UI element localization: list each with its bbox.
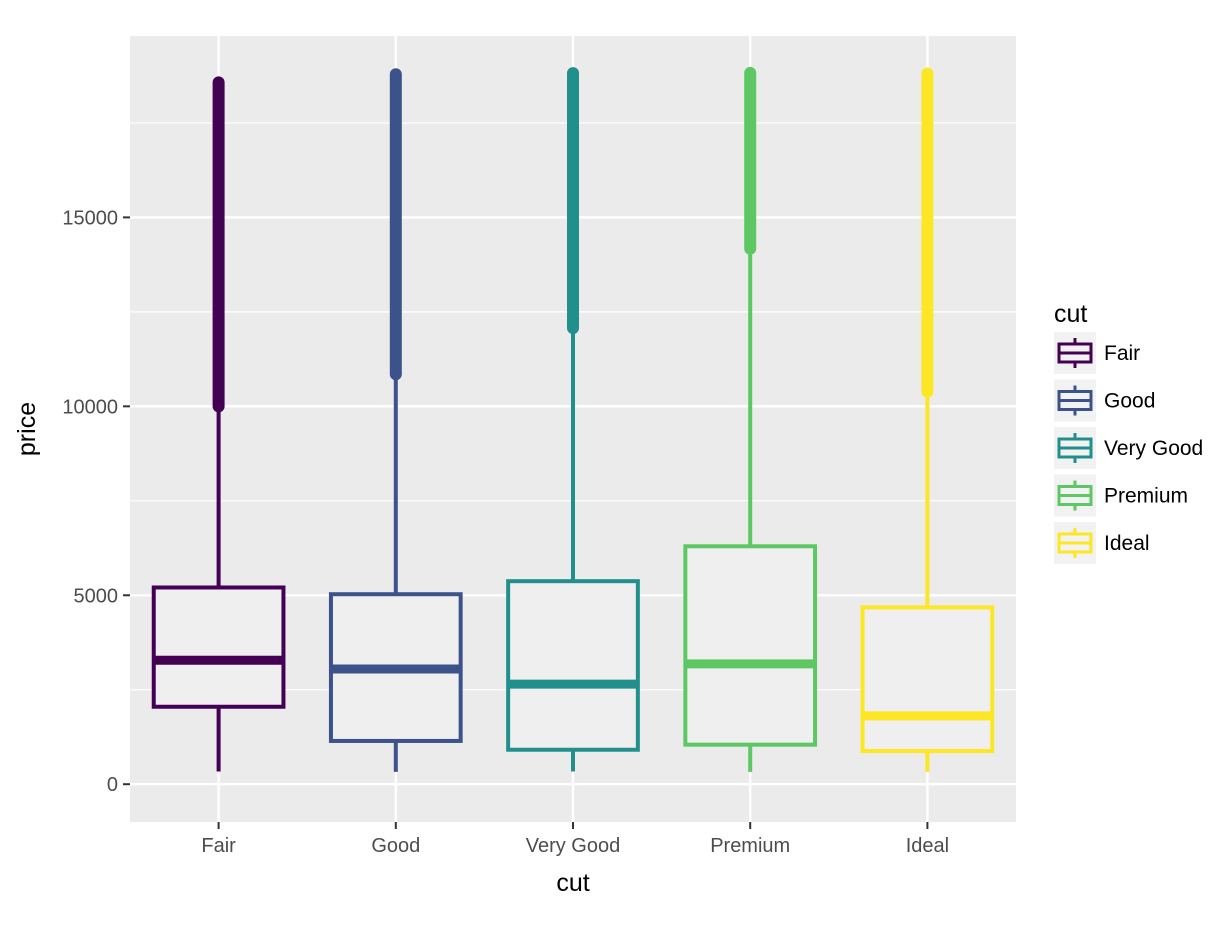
legend-item: Fair	[1054, 332, 1140, 374]
legend-item-label: Very Good	[1104, 437, 1203, 460]
box-group	[328, 68, 463, 772]
x-tick-label: Fair	[201, 835, 236, 857]
box-group	[151, 76, 286, 772]
box-group	[860, 67, 995, 772]
x-tick-label: Good	[371, 835, 420, 857]
legend-title: cut	[1054, 300, 1087, 328]
legend-item-label: Fair	[1104, 342, 1140, 365]
box-layer	[151, 66, 995, 772]
box-iqr	[506, 579, 640, 752]
legend-item-label: Good	[1104, 390, 1155, 413]
legend-item: Very Good	[1054, 427, 1203, 469]
y-axis-title: price	[13, 402, 41, 456]
y-tick-label: 15000	[62, 207, 118, 229]
y-tick-label: 0	[107, 774, 118, 796]
y-tick-label: 10000	[62, 396, 118, 418]
legend-item: Ideal	[1054, 522, 1150, 564]
x-axis-title: cut	[556, 869, 589, 897]
legend: cut Fair Good Very Good Premium Ideal	[1054, 300, 1203, 564]
legend-item-label: Ideal	[1104, 532, 1150, 555]
x-tick-label: Very Good	[526, 835, 621, 857]
legend-item: Premium	[1054, 474, 1188, 517]
box-iqr	[860, 605, 995, 754]
box-iqr	[151, 585, 286, 709]
legend-item-label: Premium	[1104, 485, 1188, 508]
axis-layer: 0 5000 10000 15000 Fair Good Very Good Premium I…	[62, 207, 949, 857]
y-tick-label: 5000	[74, 585, 119, 607]
box-group	[506, 67, 640, 772]
box-group	[683, 66, 818, 772]
x-tick-label: Ideal	[906, 835, 949, 857]
box-iqr	[683, 544, 818, 747]
x-tick-label: Premium	[710, 835, 790, 857]
legend-item: Good	[1054, 379, 1155, 422]
